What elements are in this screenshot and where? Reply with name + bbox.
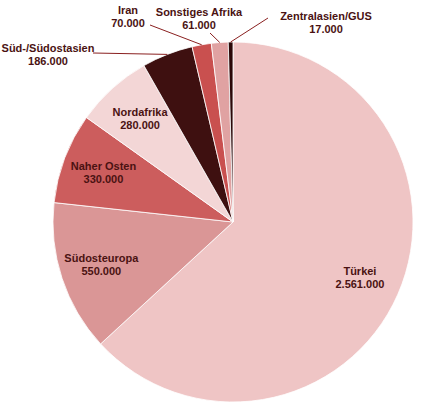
value-label: 70.000 [111,17,145,29]
slice [211,42,233,222]
leader-line [231,18,268,42]
slice-label: Zentralasien/GUS [280,10,372,22]
value-label: 2.561.000 [335,278,384,290]
slice-label: Süd-/Südostasien [2,42,95,54]
slice-label: Naher Osten [71,160,137,172]
slice-label: Nordafrika [113,106,169,118]
value-label: 330.000 [84,173,124,185]
slice [228,42,233,222]
value-label: 17.000 [309,23,343,35]
labels: Türkei2.561.000 Südosteuropa550.000 Naher … [2,4,385,290]
slice-label: Iran [118,4,138,16]
value-label: 61.000 [182,19,216,31]
pie [53,42,413,402]
leader-line [210,33,220,42]
slice-label: Südosteuropa [64,252,139,264]
value-label: 280.000 [120,119,160,131]
value-label: 550.000 [81,265,121,277]
slice [53,203,233,344]
slice-label: Türkei [343,265,376,277]
slice-label: Sonstiges Afrika [156,6,243,18]
value-label: 186.000 [28,55,68,67]
chart: Türkei2.561.000 Südosteuropa550.000 Naher … [0,0,430,417]
leader-line [93,53,167,54]
